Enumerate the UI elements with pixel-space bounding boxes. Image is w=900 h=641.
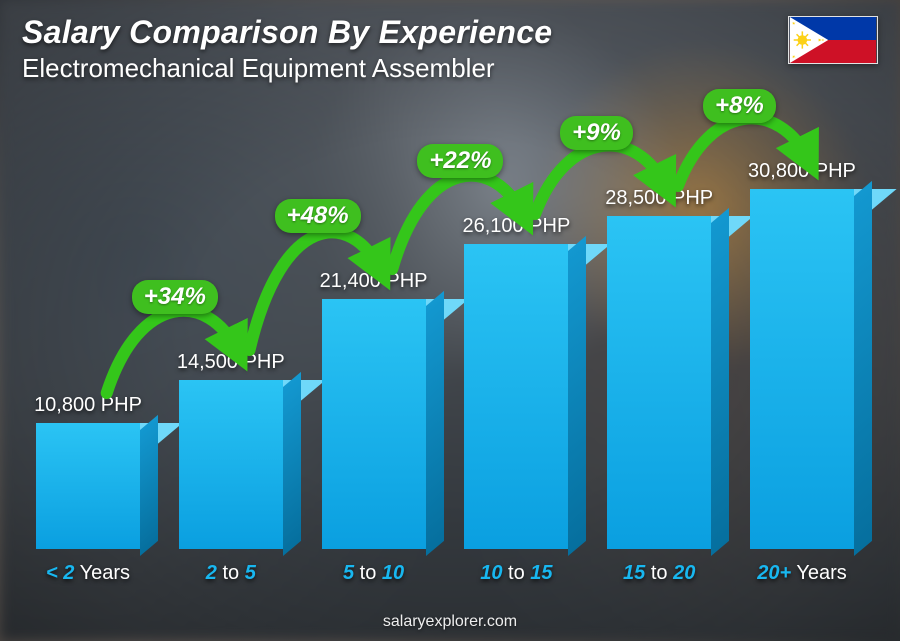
- bar-front-face: [179, 380, 283, 549]
- bar-side-face: [568, 236, 586, 556]
- bar-front-face: [464, 244, 568, 549]
- bar-side-face: [283, 372, 301, 556]
- bar-3d: [607, 216, 711, 549]
- bar-column: 21,400 PHP: [310, 270, 438, 549]
- bar-column: 10,800 PHP: [24, 394, 152, 549]
- bar-value-label: 14,500 PHP: [177, 351, 285, 374]
- category-label: 2 to 5: [167, 562, 295, 585]
- bar-value-label: 21,400 PHP: [320, 270, 428, 293]
- bar-value-label: 26,100 PHP: [462, 215, 570, 238]
- bar-column: 30,800 PHP: [738, 160, 866, 549]
- category-label: 15 to 20: [595, 562, 723, 585]
- pct-increase-badge: +8%: [703, 89, 776, 123]
- category-label: 20+ Years: [738, 562, 866, 585]
- bar-3d: [750, 189, 854, 549]
- salary-chart: 10,800 PHP 14,500 PHP 21,400 PHP 26,100 PHP…: [24, 115, 866, 585]
- category-label: 10 to 15: [452, 562, 580, 585]
- flag-philippines-icon: [788, 16, 878, 64]
- bar-3d: [36, 423, 140, 549]
- pct-increase-badge: +22%: [417, 144, 503, 178]
- page-title: Salary Comparison By Experience: [22, 14, 552, 51]
- pct-increase-badge: +48%: [275, 199, 361, 233]
- bar-3d: [464, 244, 568, 549]
- bar-side-face: [711, 208, 729, 556]
- bar-front-face: [322, 299, 426, 549]
- bar-value-label: 30,800 PHP: [748, 160, 856, 183]
- bar-front-face: [750, 189, 854, 549]
- bar-column: 28,500 PHP: [595, 187, 723, 549]
- footer-source: salaryexplorer.com: [0, 613, 900, 631]
- page-subtitle: Electromechanical Equipment Assembler: [22, 53, 552, 84]
- category-label: < 2 Years: [24, 562, 152, 585]
- bar-side-face: [854, 181, 872, 556]
- bars-container: 10,800 PHP 14,500 PHP 21,400 PHP 26,100 PHP…: [24, 119, 866, 549]
- bar-value-label: 28,500 PHP: [605, 187, 713, 210]
- bar-side-face: [426, 291, 444, 556]
- bar-3d: [179, 380, 283, 549]
- bar-front-face: [36, 423, 140, 549]
- category-label: 5 to 10: [310, 562, 438, 585]
- pct-increase-badge: +34%: [132, 280, 218, 314]
- categories-container: < 2 Years 2 to 5 5 to 10 10 to 15 15 to 20 20…: [24, 562, 866, 585]
- bar-column: 14,500 PHP: [167, 351, 295, 549]
- header: Salary Comparison By Experience Electrom…: [22, 14, 552, 84]
- bar-front-face: [607, 216, 711, 549]
- bar-column: 26,100 PHP: [452, 215, 580, 549]
- bar-value-label: 10,800 PHP: [34, 394, 142, 417]
- pct-increase-badge: +9%: [560, 116, 633, 150]
- bar-3d: [322, 299, 426, 549]
- bar-side-face: [140, 415, 158, 556]
